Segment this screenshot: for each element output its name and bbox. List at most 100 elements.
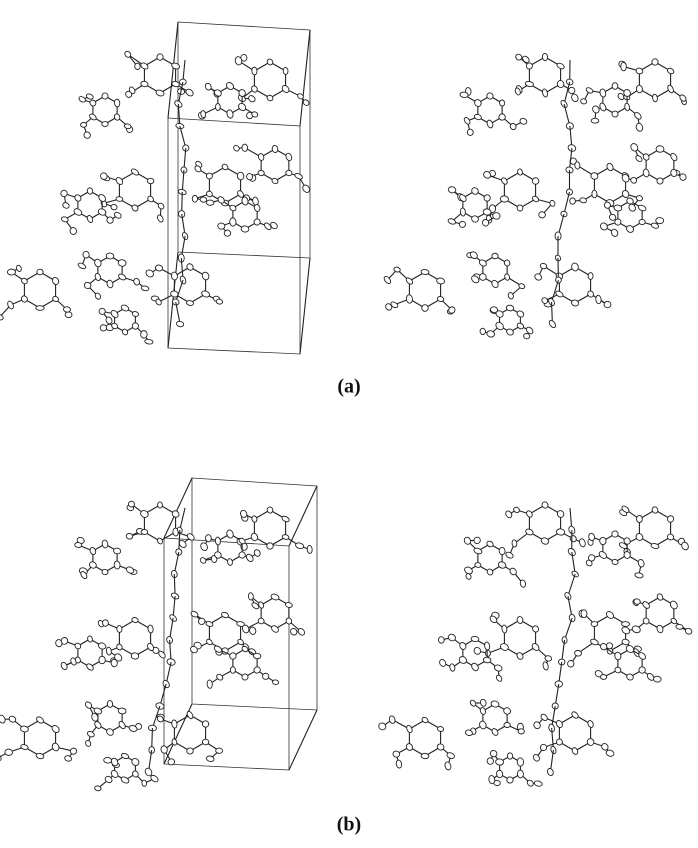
atom (517, 758, 524, 766)
atom (270, 593, 280, 601)
atom (637, 204, 647, 212)
atom (250, 85, 258, 93)
atom (684, 627, 692, 635)
atom (517, 168, 523, 175)
atom (581, 610, 587, 618)
atom (229, 652, 237, 660)
atom (84, 701, 93, 710)
atom (421, 269, 429, 275)
atom (63, 306, 71, 312)
atom (540, 263, 548, 270)
atom (512, 540, 518, 548)
atom (636, 195, 643, 202)
atom (107, 700, 113, 707)
atom (106, 253, 114, 259)
atom (272, 679, 279, 685)
atom (271, 177, 279, 184)
atom (637, 559, 645, 568)
atom (556, 509, 565, 518)
atom (635, 532, 644, 542)
atom (652, 94, 658, 102)
atom (392, 750, 400, 758)
atom (102, 620, 108, 627)
atom (621, 189, 630, 198)
atom (496, 770, 503, 778)
atom (621, 638, 629, 645)
atom (507, 753, 512, 760)
atom (86, 93, 95, 100)
atom (285, 152, 293, 161)
atom (499, 100, 505, 107)
atom (103, 757, 111, 763)
atom (113, 211, 122, 219)
atom (207, 680, 213, 689)
atom (116, 643, 123, 651)
atom (216, 298, 223, 304)
atom (201, 290, 211, 298)
atom (541, 501, 549, 510)
atom (186, 262, 195, 271)
atom (7, 269, 15, 275)
atom (612, 83, 618, 90)
atom (36, 306, 45, 311)
atom (147, 625, 153, 634)
atom (502, 706, 511, 715)
atom (86, 215, 94, 224)
atom (99, 656, 106, 664)
atom (643, 169, 650, 178)
atom (124, 123, 132, 129)
atom (198, 618, 206, 625)
atom (491, 728, 499, 737)
atom (171, 81, 180, 88)
atom (241, 673, 249, 681)
atom (141, 331, 148, 339)
atom (460, 208, 466, 217)
atom (540, 537, 549, 546)
atom (471, 215, 480, 224)
atom (262, 673, 269, 680)
atom (458, 655, 468, 665)
atom (478, 720, 487, 730)
atom (116, 196, 123, 201)
atom (483, 194, 491, 202)
atom (145, 268, 155, 278)
atom (61, 216, 69, 223)
atom (497, 561, 507, 570)
atom (542, 661, 549, 670)
atom (147, 178, 154, 184)
atom (37, 269, 43, 275)
atom (176, 321, 184, 328)
atom (470, 662, 479, 672)
atom (248, 592, 254, 600)
atom (629, 142, 639, 152)
atom (5, 749, 13, 756)
atom (51, 742, 60, 752)
atom (121, 752, 130, 759)
atom (266, 58, 274, 66)
panel-label: (a) (337, 376, 360, 398)
atom (118, 708, 127, 715)
atom (574, 162, 580, 170)
atom (591, 105, 600, 115)
atom (555, 719, 564, 728)
atom (247, 94, 256, 103)
atom (556, 528, 565, 535)
figure: (a) (b) (0, 0, 698, 848)
atom (295, 542, 305, 550)
atom (206, 173, 213, 180)
atom (656, 593, 664, 601)
atom (542, 53, 548, 61)
atom (105, 727, 114, 736)
atom (106, 647, 112, 655)
atom (459, 641, 468, 650)
atom (546, 768, 554, 777)
atom (258, 153, 265, 161)
atom (20, 295, 28, 304)
atom (396, 760, 402, 769)
atom (505, 510, 513, 519)
atom (232, 144, 240, 152)
atom (155, 264, 163, 271)
atom (470, 186, 479, 195)
atom (569, 534, 578, 543)
atom (121, 328, 129, 336)
